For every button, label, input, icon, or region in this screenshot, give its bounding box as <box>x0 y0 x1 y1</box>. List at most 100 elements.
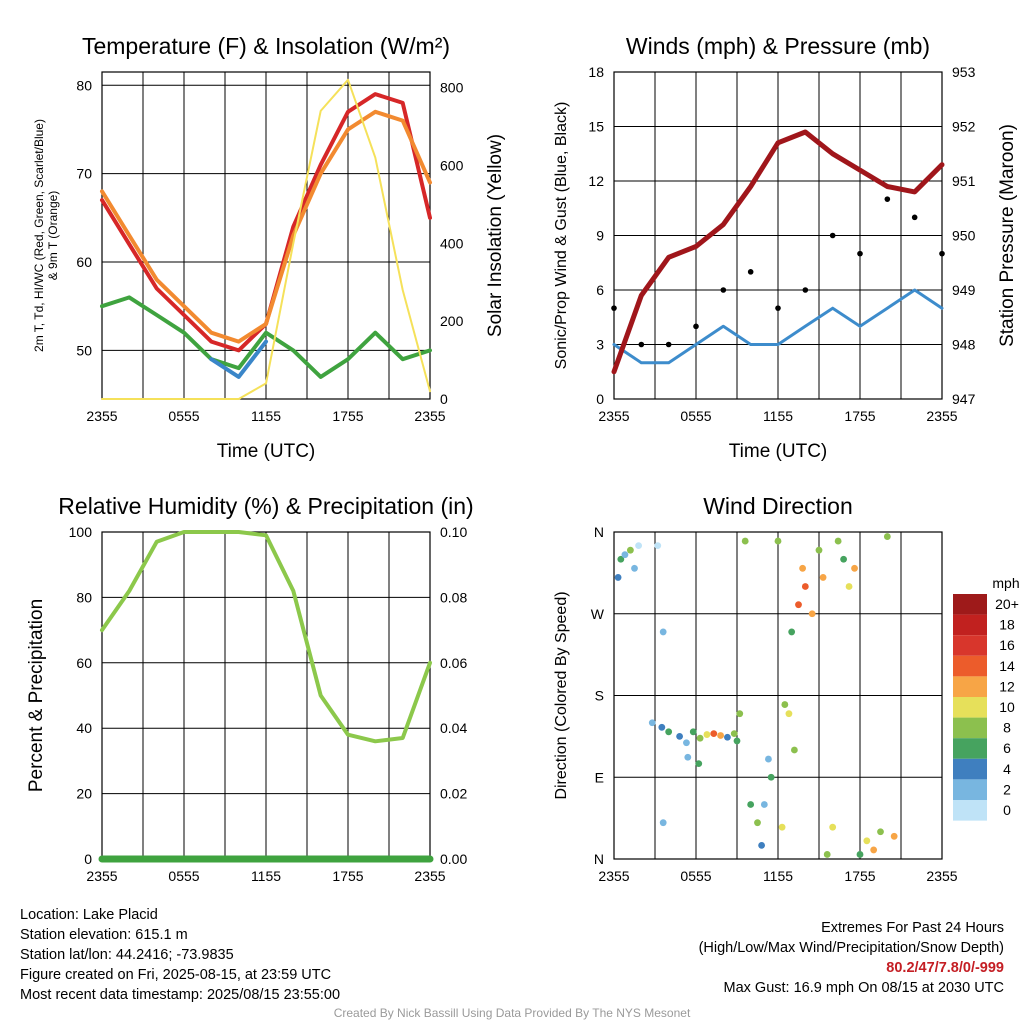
winds-y2-tick-label: 952 <box>952 119 976 135</box>
legend-swatch <box>953 635 987 656</box>
humidity-y-tick-label: 80 <box>76 589 92 605</box>
elevation-text: Station elevation: 615.1 m <box>20 927 188 943</box>
direction-y-label: Direction (Colored By Speed) <box>553 591 570 799</box>
winds-y2-tick-label: 948 <box>952 337 976 353</box>
winds-x-tick-label: 2355 <box>598 408 629 424</box>
direction-point <box>733 737 741 745</box>
winds-x-label: Time (UTC) <box>729 441 828 462</box>
latlon-text: Station lat/lon: 44.2416; -73.9835 <box>20 947 234 963</box>
temperature-y2-tick-label: 0 <box>440 391 448 407</box>
winds-gust-point <box>884 196 891 202</box>
winds-series-0-line <box>612 288 944 365</box>
extremes-values: 80.2/47/7.8/0/-999 <box>886 960 1004 976</box>
winds-y2-tick-label: 949 <box>952 282 976 298</box>
direction-x-tick-label: 2355 <box>926 868 957 884</box>
legend-swatch <box>953 779 987 800</box>
temperature-y2-tick-label: 200 <box>440 313 464 329</box>
winds-gust-point <box>611 305 617 311</box>
legend-swatch <box>953 697 987 718</box>
legend-label: 18 <box>999 617 1015 633</box>
winds-gust-point <box>693 323 699 330</box>
temperature-y-tick-label: 50 <box>76 342 92 358</box>
direction-point <box>870 846 878 854</box>
humidity-title: Relative Humidity (%) & Precipitation (i… <box>58 493 473 519</box>
winds-gust-point <box>720 287 727 293</box>
legend-swatch <box>953 800 987 821</box>
winds-y2-tick-label: 951 <box>952 173 976 189</box>
legend-swatch <box>953 614 987 636</box>
winds-x-tick-label: 0555 <box>680 408 711 424</box>
direction-point <box>765 755 772 763</box>
temperature-y-label-line2: & 9m T (Orange) <box>46 191 60 281</box>
legend-title: mph <box>992 575 1019 591</box>
legend-label: 14 <box>999 658 1015 674</box>
winds-gust-point <box>638 341 645 348</box>
winds-y2-tick-label: 950 <box>952 228 976 244</box>
temperature-x-tick-label: 1155 <box>251 408 281 424</box>
direction-point <box>659 628 667 636</box>
direction-y-tick-label: E <box>595 769 604 785</box>
direction-point <box>785 710 793 718</box>
humidity-x-tick-label: 2355 <box>414 868 445 884</box>
direction-point <box>747 801 755 808</box>
direction-y-tick-label: N <box>594 851 604 867</box>
winds-x-tick-label: 2355 <box>926 408 957 424</box>
direction-point <box>845 583 853 590</box>
temperature-x-tick-label: 2355 <box>86 408 117 424</box>
winds-gust-point <box>829 232 836 239</box>
direction-point <box>710 730 718 738</box>
direction-point <box>617 555 625 563</box>
humidity-y-tick-label: 20 <box>76 786 92 802</box>
temperature-x-label: Time (UTC) <box>217 441 316 462</box>
direction-point <box>778 823 786 831</box>
direction-point <box>890 832 898 840</box>
direction-point <box>863 837 871 845</box>
temperature-series-3-line <box>209 339 268 379</box>
direction-point <box>840 555 847 563</box>
extremes-title: Extremes For Past 24 Hours <box>821 920 1004 936</box>
winds-gust-point <box>911 214 918 221</box>
legend-swatch <box>953 676 987 697</box>
direction-point <box>717 732 724 739</box>
legend-swatch <box>953 758 987 780</box>
winds-y-tick-label: 0 <box>596 391 604 407</box>
humidity-y-label: Percent & Precipitation <box>26 599 47 792</box>
humidity-x-tick-label: 0555 <box>168 868 199 884</box>
winds-gust-point <box>857 250 863 257</box>
temperature-y2-tick-label: 600 <box>440 157 464 173</box>
winds-gust-point <box>747 269 754 275</box>
temperature-y2-label: Solar Insolation (Yellow) <box>485 134 506 337</box>
temperature-series-4-line <box>101 78 431 400</box>
temperature-y-tick-label: 80 <box>76 77 92 93</box>
temperature-y-label-line1: 2m T, Td, HI/WC (Red, Green, Scarlet/Blu… <box>32 119 46 352</box>
direction-point <box>741 537 749 545</box>
humidity-x-tick-label: 2355 <box>86 868 117 884</box>
location-text: Location: Lake Placid <box>20 907 158 923</box>
direction-point <box>696 734 704 742</box>
direction-point <box>658 723 666 731</box>
winds-gust-point <box>665 341 672 348</box>
direction-point <box>808 610 816 618</box>
winds-series-2-line <box>611 129 945 375</box>
winds-y-label: Sonic/Prop Wind & Gust (Blue, Black) <box>553 102 570 370</box>
direction-point <box>791 746 798 754</box>
humidity-y2-tick-label: 0.04 <box>440 720 467 736</box>
credit-text: Created By Nick Bassill Using Data Provi… <box>333 1006 691 1020</box>
winds-y2-tick-label: 953 <box>952 64 976 80</box>
legend-label: 12 <box>999 678 1015 694</box>
direction-y-tick-label: S <box>595 688 604 704</box>
direction-point <box>703 731 711 738</box>
temperature-y-tick-label: 60 <box>76 254 92 270</box>
extremes-subtitle: (High/Low/Max Wind/Precipitation/Snow De… <box>698 940 1004 956</box>
winds-y-tick-label: 15 <box>588 119 604 135</box>
winds-y-tick-label: 9 <box>596 228 604 244</box>
direction-point <box>648 719 656 727</box>
direction-point <box>774 537 782 545</box>
legend-label: 2 <box>1003 781 1011 797</box>
winds-y2-label: Station Pressure (Maroon) <box>997 124 1018 347</box>
legend-swatch <box>953 594 987 615</box>
winds-title: Winds (mph) & Pressure (mb) <box>626 33 930 59</box>
direction-point <box>834 537 842 545</box>
temperature-x-tick-label: 2355 <box>414 408 445 424</box>
direction-point <box>781 701 789 708</box>
